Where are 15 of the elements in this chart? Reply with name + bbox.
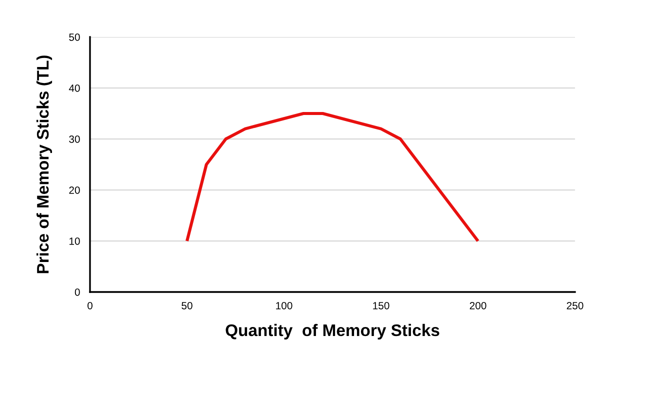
y-tick-label: 50 (69, 34, 80, 41)
x-axis-title: Quantity of Memory Sticks (226, 324, 440, 340)
y-tick-label: 30 (69, 136, 80, 143)
y-tick-label: 10 (69, 238, 80, 245)
y-axis-title: Price of Memory Sticks (TL) (36, 56, 52, 274)
y-tick-label: 0 (74, 288, 80, 296)
y-tick-label: 40 (68, 84, 80, 92)
x-tick-label: 50 (182, 302, 192, 310)
y-tick-label: 20 (69, 186, 80, 194)
x-tick-label: 100 (276, 302, 292, 310)
x-tick-label: 250 (566, 302, 584, 310)
x-tick-label: 150 (373, 302, 390, 310)
x-tick-label: 200 (470, 302, 486, 310)
x-tick-label: 0 (88, 302, 92, 310)
line-series (185, 112, 480, 243)
